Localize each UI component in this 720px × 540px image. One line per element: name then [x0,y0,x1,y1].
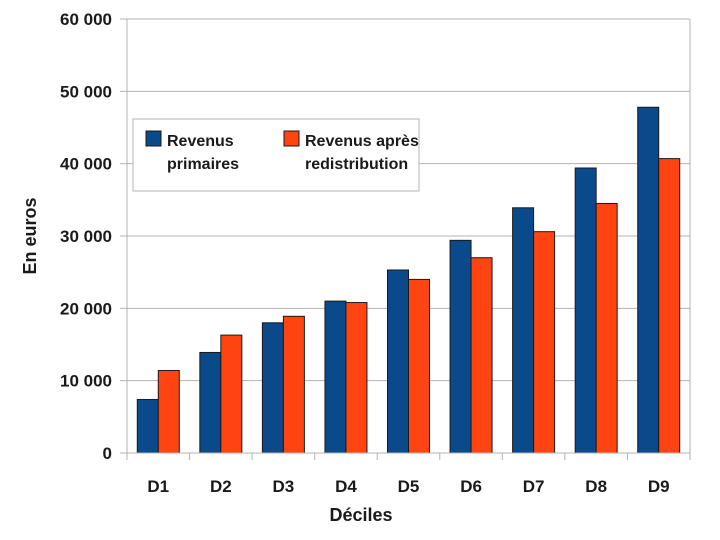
bar-revenus-primaires [136,398,159,454]
bar-revenus-apres-redistribution [658,158,681,454]
legend-box [132,118,420,192]
bar-revenus-primaires [261,322,284,454]
x-tick-label: D8 [585,477,607,496]
y-axis-title: En euros [20,197,40,274]
bar-revenus-apres-redistribution [533,231,556,454]
legend-swatch [283,130,300,147]
bar-revenus-apres-redistribution [345,302,368,454]
x-tick-labels: D1 D2 D3 D4 D5 D6 D7 D8 D9 [126,453,691,496]
bar-revenus-primaires [387,269,409,454]
legend: Revenus primaires Revenus après redistribut… [132,118,420,192]
x-tick-label: D9 [648,477,670,496]
bar-revenus-primaires [512,207,535,454]
bar-revenus-primaires [449,239,472,454]
bar-revenus-primaires [574,167,597,454]
legend-label: primaires [167,156,239,173]
bar-revenus-apres-redistribution [470,257,493,454]
x-axis-title: Déciles [329,505,392,525]
bar-revenus-apres-redistribution [157,370,180,454]
x-tick-label: D7 [523,477,545,496]
x-tick-label: D4 [335,477,357,496]
y-tick-label: 0 [103,444,112,463]
bar-revenus-primaires [324,300,347,454]
bar-revenus-apres-redistribution [408,278,430,454]
y-tick-label: 60 000 [60,10,112,29]
bar-revenus-primaires [637,106,660,454]
y-tick-label: 30 000 [60,227,112,246]
legend-label: Revenus [167,133,234,150]
y-tick-label: 40 000 [60,155,112,174]
y-tick-label: 50 000 [60,82,112,101]
x-tick-label: D6 [460,477,482,496]
bar-revenus-apres-redistribution [220,334,243,454]
x-tick-label: D2 [210,477,232,496]
axes [126,19,691,454]
bar-revenus-apres-redistribution [282,315,305,454]
y-tick-labels: 0 10 000 20 000 30 000 40 000 50 000 60 000 [60,10,112,463]
y-tick-label: 10 000 [60,372,112,391]
legend-swatch [145,130,162,147]
bar-revenus-primaires [199,351,222,454]
y-tick-label: 20 000 [60,299,112,318]
x-tick-label: D5 [398,477,420,496]
legend-label: redistribution [305,156,408,173]
x-tick-label: D3 [273,477,295,496]
legend-label: Revenus après [305,133,419,150]
x-tick-label: D1 [147,477,169,496]
bar-revenus-apres-redistribution [595,202,618,454]
